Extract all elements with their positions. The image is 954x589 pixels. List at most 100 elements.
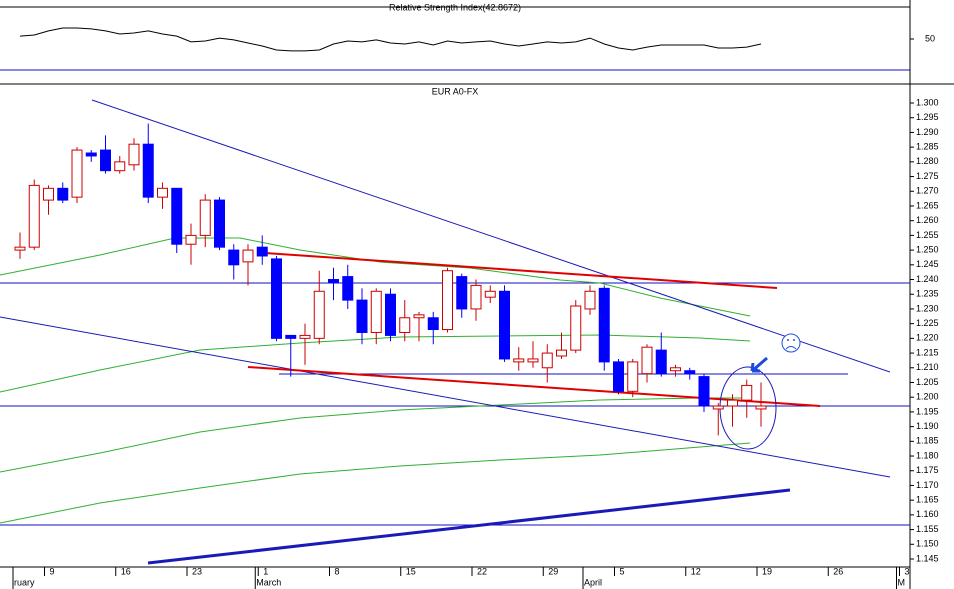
rsi-title: Relative Strength Index(42.8672) bbox=[389, 2, 521, 12]
month-label: April bbox=[584, 577, 602, 587]
trend-line bbox=[91, 99, 891, 373]
arrow bbox=[750, 356, 768, 373]
candle-body bbox=[627, 361, 639, 392]
y-tick-label: 1.255 bbox=[916, 230, 939, 240]
chart-title: EUR A0-FX bbox=[432, 86, 479, 96]
candle-body bbox=[157, 187, 168, 198]
y-tick-label: 1.285 bbox=[916, 142, 939, 152]
x-tick-label: 22 bbox=[477, 566, 487, 576]
candle-body bbox=[641, 346, 653, 375]
candle-body bbox=[670, 367, 681, 372]
x-tick-label: 19 bbox=[762, 566, 772, 576]
y-tick-label: 1.220 bbox=[916, 333, 939, 343]
y-tick-label: 1.185 bbox=[916, 436, 939, 446]
candle-body bbox=[342, 276, 354, 301]
candle-body bbox=[570, 305, 582, 351]
trend-line bbox=[0, 316, 891, 478]
candle-body bbox=[28, 184, 40, 248]
month-label: M bbox=[898, 577, 906, 587]
candle-body bbox=[484, 290, 496, 298]
x-tick-label: 12 bbox=[691, 566, 701, 576]
y-tick-label: 1.270 bbox=[916, 186, 939, 196]
y-tick-label: 50 bbox=[925, 33, 935, 43]
candle-body bbox=[399, 317, 411, 333]
candle-body bbox=[57, 187, 69, 201]
y-tick-label: 1.180 bbox=[916, 450, 939, 460]
candle-body bbox=[100, 149, 111, 172]
y-tick-label: 1.290 bbox=[916, 127, 939, 137]
candle-body bbox=[43, 187, 54, 201]
candle-body bbox=[527, 358, 539, 363]
y-tick-label: 1.265 bbox=[916, 200, 939, 210]
y-tick-label: 1.235 bbox=[916, 289, 939, 299]
candle-body bbox=[541, 352, 553, 369]
candle-body bbox=[413, 314, 425, 319]
candle-body bbox=[299, 334, 311, 339]
candle-body bbox=[727, 399, 738, 407]
x-tick-label: 26 bbox=[833, 566, 843, 576]
month-label: March bbox=[256, 577, 281, 587]
candle-body bbox=[741, 384, 753, 401]
y-tick-label: 1.145 bbox=[916, 553, 939, 563]
moving-average bbox=[0, 397, 750, 473]
y-tick-label: 1.280 bbox=[916, 156, 939, 166]
candle-body bbox=[655, 349, 667, 375]
candle-body bbox=[142, 143, 154, 198]
y-tick-label: 1.175 bbox=[916, 465, 939, 475]
candle-body bbox=[242, 249, 254, 263]
candle-body bbox=[356, 299, 368, 333]
candle-body bbox=[370, 290, 382, 333]
y-tick-label: 1.250 bbox=[916, 244, 939, 254]
candle-body bbox=[328, 279, 339, 283]
x-tick-label: 16 bbox=[121, 566, 131, 576]
candle-body bbox=[613, 361, 624, 392]
moving-average bbox=[0, 442, 751, 524]
candle-body bbox=[385, 293, 396, 336]
y-tick-label: 1.260 bbox=[916, 215, 939, 225]
y-tick-label: 1.240 bbox=[916, 274, 939, 284]
candle-body bbox=[271, 258, 282, 339]
x-tick-label: 3 bbox=[905, 566, 910, 576]
candle-body bbox=[85, 152, 97, 157]
candle-body bbox=[199, 199, 211, 236]
y-tick-label: 1.215 bbox=[916, 347, 939, 357]
candle-body bbox=[698, 376, 710, 407]
y-tick-label: 1.200 bbox=[916, 392, 939, 402]
y-tick-label: 1.170 bbox=[916, 480, 939, 490]
candle-body bbox=[513, 358, 525, 363]
x-tick-label: 5 bbox=[620, 566, 625, 576]
candle-body bbox=[285, 334, 297, 339]
x-tick-label: 1 bbox=[263, 566, 268, 576]
sad-face bbox=[781, 333, 801, 353]
y-tick-label: 1.155 bbox=[916, 524, 939, 534]
x-tick-label: 29 bbox=[548, 566, 558, 576]
y-tick-label: 1.230 bbox=[916, 303, 939, 313]
y-tick-label: 1.300 bbox=[916, 97, 939, 107]
candle-body bbox=[556, 349, 567, 357]
candle-body bbox=[442, 270, 453, 331]
moving-average bbox=[0, 334, 751, 393]
x-tick-label: 9 bbox=[50, 566, 55, 576]
candle-body bbox=[456, 276, 468, 310]
candle-body bbox=[14, 246, 26, 251]
rsi-line bbox=[19, 27, 762, 52]
y-tick-label: 1.205 bbox=[916, 377, 939, 387]
candle-body bbox=[185, 234, 197, 245]
y-tick-label: 1.160 bbox=[916, 509, 939, 519]
candle-body bbox=[470, 284, 482, 310]
candle-body bbox=[755, 405, 767, 410]
y-tick-label: 1.150 bbox=[916, 539, 939, 549]
y-tick-label: 1.210 bbox=[916, 362, 939, 372]
y-tick-label: 1.190 bbox=[916, 421, 939, 431]
candle-body bbox=[214, 199, 225, 248]
candle-body bbox=[313, 290, 325, 339]
y-tick-label: 1.225 bbox=[916, 318, 939, 328]
candle-body bbox=[171, 187, 183, 245]
resistance-line bbox=[264, 252, 778, 289]
candle-body bbox=[598, 287, 610, 363]
candle-body bbox=[128, 143, 140, 166]
x-tick-label: 23 bbox=[192, 566, 202, 576]
y-tick-label: 1.195 bbox=[916, 406, 939, 416]
